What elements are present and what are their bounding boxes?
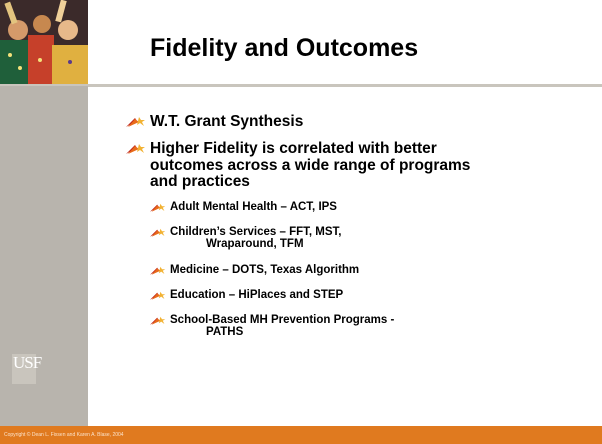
bullet-item: Medicine – DOTS, Texas Algorithm bbox=[170, 264, 490, 276]
bullet-text: Adult Mental Health – ACT, IPS bbox=[170, 201, 490, 213]
bullet-item: Adult Mental Health – ACT, IPS bbox=[170, 201, 490, 213]
bullet-text: Wraparound, TFM bbox=[170, 238, 490, 250]
bullet-icon bbox=[150, 228, 166, 238]
bullet-item: School-Based MH Prevention Programs -PAT… bbox=[170, 314, 490, 339]
divider bbox=[0, 84, 602, 87]
bullet-text: School-Based MH Prevention Programs - bbox=[170, 314, 490, 326]
bullet-icon bbox=[126, 143, 146, 155]
bullet-icon bbox=[150, 266, 166, 276]
bullet-item: W.T. Grant Synthesis bbox=[150, 114, 410, 131]
copyright: Copyright © Dean L. Fixsen and Karen A. … bbox=[4, 432, 124, 438]
bullet-text: outcomes across a wide range of programs bbox=[150, 158, 410, 175]
bullet-text: Higher Fidelity is correlated with bette… bbox=[150, 141, 410, 158]
bullet-icon bbox=[150, 316, 166, 326]
bullet-icon bbox=[150, 291, 166, 301]
bullet-icon bbox=[150, 203, 166, 213]
bullet-text: Education – HiPlaces and STEP bbox=[170, 289, 490, 301]
bullet-text: Children’s Services – FFT, MST, bbox=[170, 226, 490, 238]
bullet-item: Education – HiPlaces and STEP bbox=[170, 289, 490, 301]
bullet-text: W.T. Grant Synthesis bbox=[150, 114, 410, 131]
logo: USF bbox=[13, 353, 41, 373]
bullet-text: Medicine – DOTS, Texas Algorithm bbox=[170, 264, 490, 276]
bullet-text: and practices bbox=[150, 174, 410, 191]
bullet-item: Higher Fidelity is correlated with bette… bbox=[150, 141, 410, 191]
bullet-icon bbox=[126, 116, 146, 128]
photo bbox=[0, 0, 88, 84]
bullet-item: Children’s Services – FFT, MST,Wraparoun… bbox=[170, 226, 490, 251]
slide-title: Fidelity and Outcomes bbox=[150, 34, 418, 63]
slide: USF Fidelity and Outcomes Copyright © De… bbox=[0, 0, 602, 444]
bullet-text: PATHS bbox=[170, 326, 490, 338]
